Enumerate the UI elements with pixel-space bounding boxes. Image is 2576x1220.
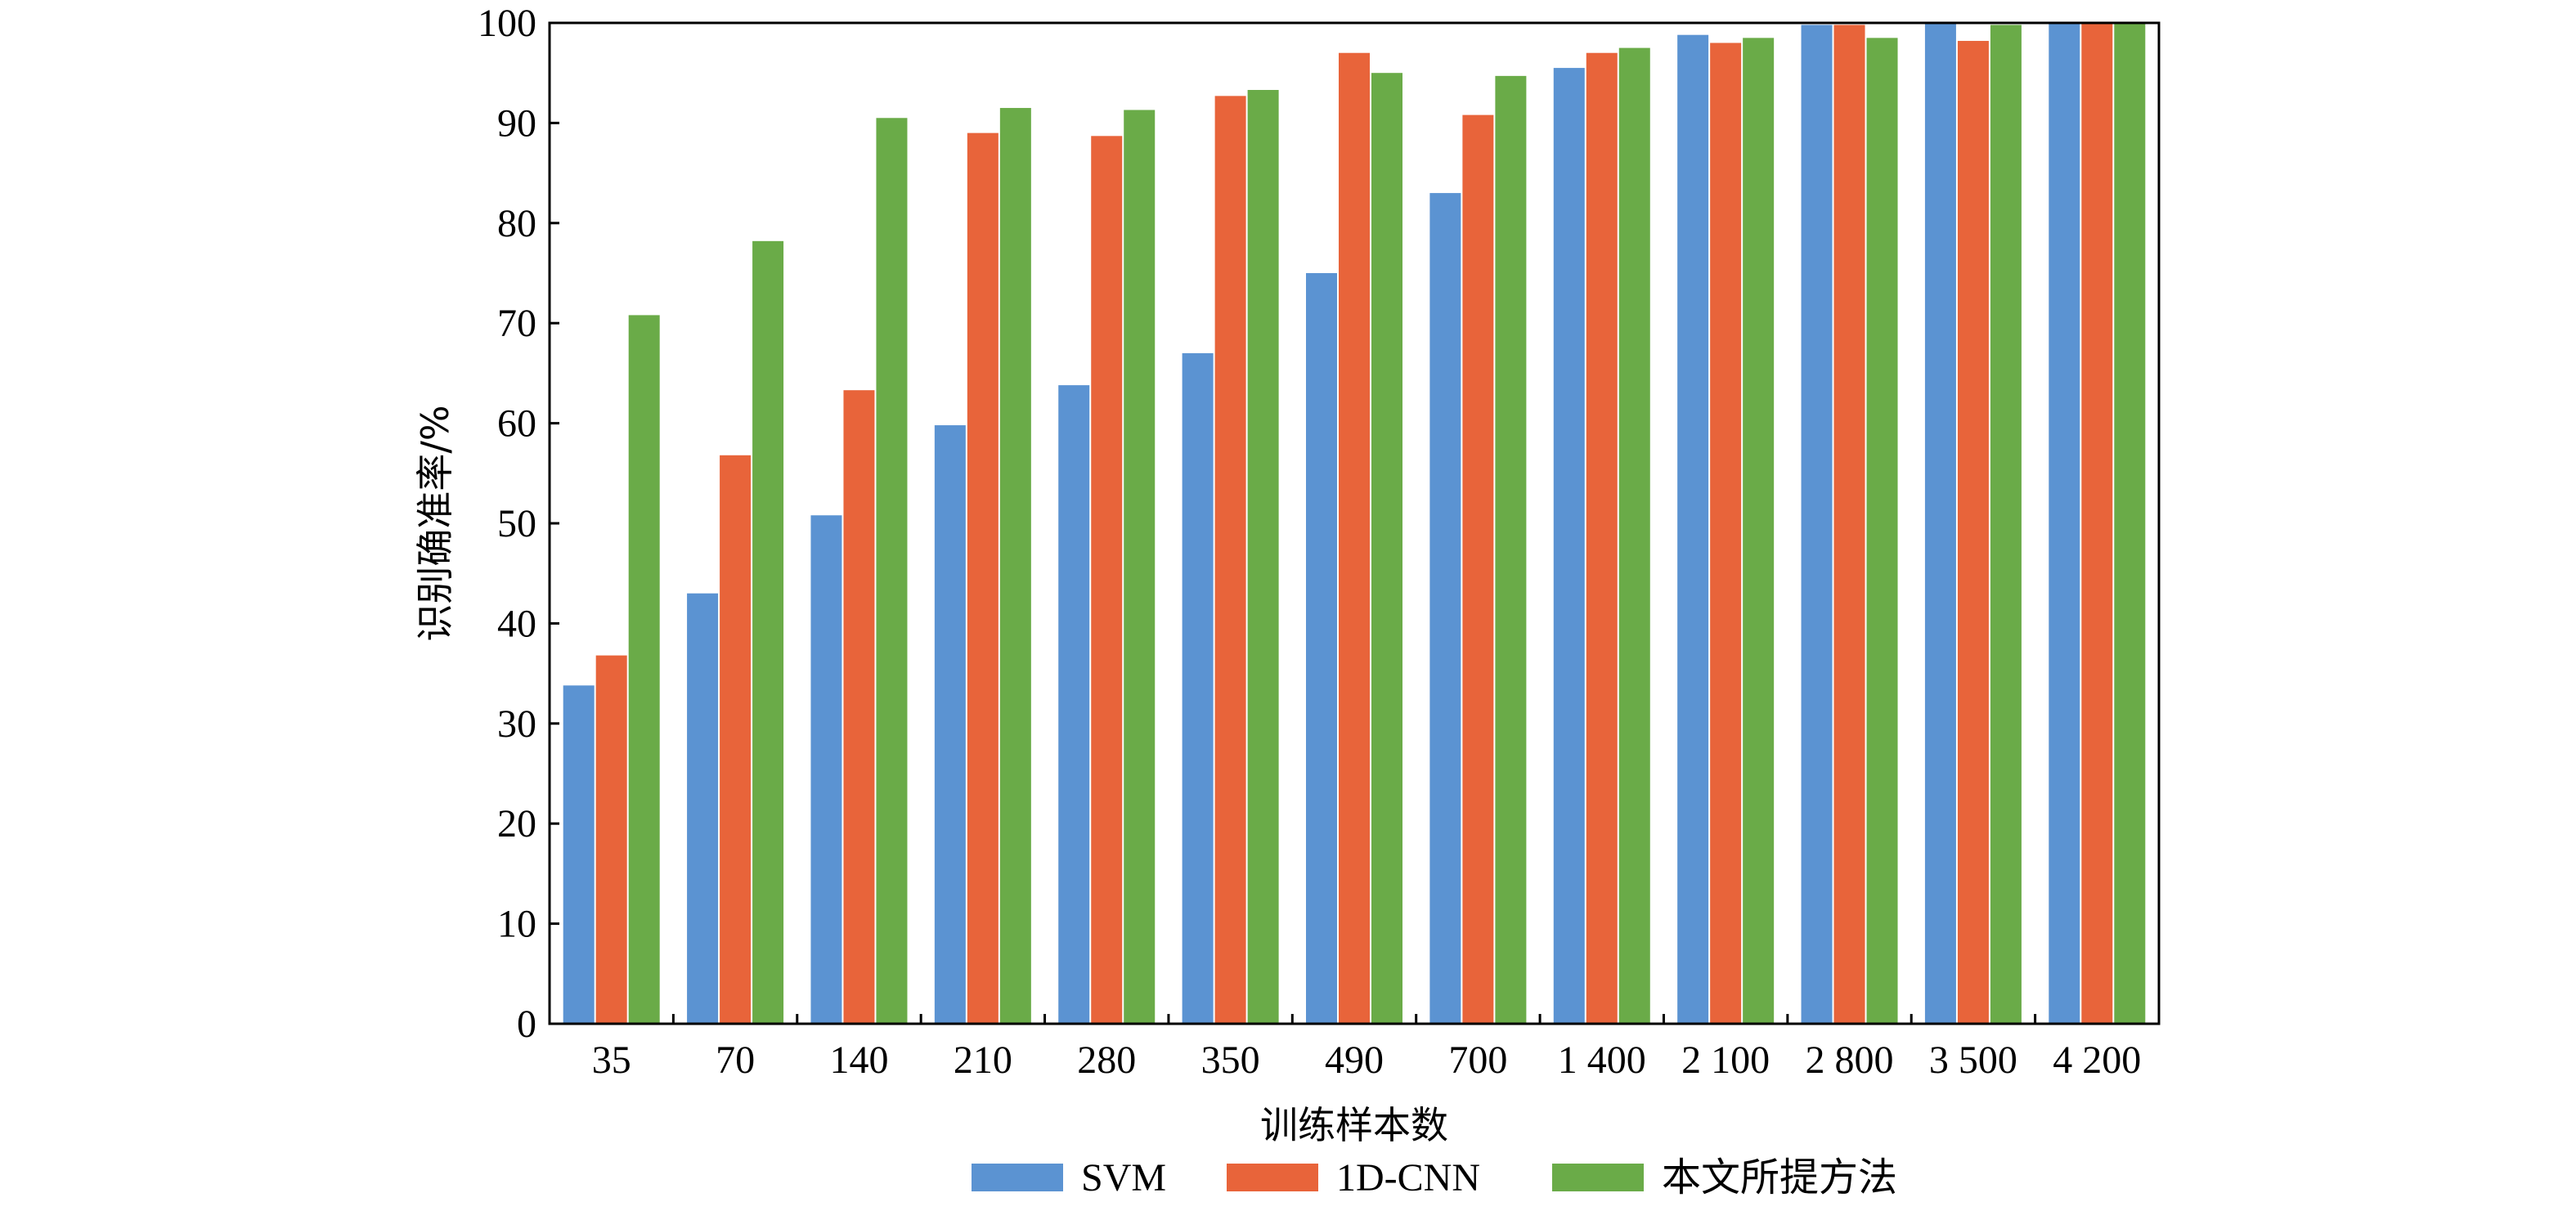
y-tick-label: 100 [478, 2, 536, 45]
legend: SVM 1D-CNN 本文所提方法 [972, 1156, 1897, 1200]
y-tick-label: 10 [497, 903, 536, 946]
bar-本文所提方法-70 [752, 240, 784, 1024]
bar-本文所提方法-490 [1371, 73, 1402, 1025]
x-tick-label: 4 200 [2053, 1038, 2141, 1082]
x-tick-label: 280 [1077, 1038, 1136, 1082]
x-tick-label: 3 500 [1929, 1038, 2017, 1082]
bar-本文所提方法-4200 [2114, 23, 2146, 1024]
bar-SVM-350 [1182, 352, 1214, 1024]
bar-SVM-210 [934, 425, 966, 1024]
bar-1D-CNN-280 [1091, 136, 1123, 1024]
y-axis-title: 识别确准率/% [413, 405, 457, 641]
legend-label: 本文所提方法 [1662, 1156, 1897, 1200]
bar-SVM-700 [1429, 193, 1461, 1024]
legend-label: SVM [1081, 1156, 1166, 1200]
y-tick-label: 60 [497, 402, 536, 446]
bar-SVM-35 [563, 685, 595, 1024]
bar-1D-CNN-210 [967, 132, 999, 1024]
bar-SVM-1400 [1553, 68, 1585, 1025]
x-tick-label: 490 [1325, 1038, 1384, 1082]
bar-SVM-3500 [1924, 23, 1956, 1024]
legend-swatch [972, 1164, 1063, 1191]
bar-1D-CNN-2800 [1833, 25, 1865, 1025]
legend-swatch [1227, 1164, 1318, 1191]
bar-1D-CNN-3500 [1957, 41, 1989, 1025]
bar-1D-CNN-350 [1214, 96, 1246, 1024]
bar-本文所提方法-140 [876, 118, 908, 1024]
bars-layer [563, 23, 2146, 1025]
x-tick-label: 2 100 [1681, 1038, 1770, 1082]
bar-1D-CNN-1400 [1586, 52, 1618, 1025]
bar-SVM-70 [687, 593, 719, 1024]
y-tick-label: 90 [497, 101, 536, 145]
bar-本文所提方法-1400 [1618, 47, 1650, 1025]
bar-SVM-2800 [1801, 25, 1833, 1025]
bar-本文所提方法-210 [999, 108, 1031, 1024]
bar-本文所提方法-35 [628, 315, 660, 1025]
x-tick-label: 70 [716, 1038, 755, 1082]
bar-本文所提方法-700 [1495, 75, 1527, 1025]
bar-SVM-280 [1058, 385, 1090, 1024]
bar-1D-CNN-35 [595, 655, 627, 1024]
y-tick-label: 40 [497, 602, 536, 645]
bar-1D-CNN-70 [720, 455, 752, 1024]
bar-1D-CNN-2100 [1710, 43, 1742, 1025]
x-tick-label: 35 [592, 1038, 631, 1082]
x-axis: 35 70 140 210 280 350 490 700 1 400 2 100 2 800 3 5… [548, 1014, 2161, 1082]
y-tick-label: 80 [497, 202, 536, 245]
bar-1D-CNN-4200 [2081, 23, 2113, 1024]
bar-SVM-140 [810, 515, 842, 1024]
x-tick-label: 350 [1201, 1038, 1260, 1082]
x-tick-label: 210 [954, 1038, 1012, 1082]
legend-item-1D-CNN: 1D-CNN [1227, 1156, 1480, 1200]
bar-1D-CNN-490 [1339, 52, 1370, 1025]
x-axis-title: 训练样本数 [1260, 1103, 1448, 1147]
y-tick-label: 30 [497, 702, 536, 746]
bar-本文所提方法-350 [1247, 90, 1279, 1024]
x-tick-label: 2 800 [1806, 1038, 1894, 1082]
bar-本文所提方法-2100 [1743, 38, 1775, 1025]
y-axis: 0 10 20 30 40 50 60 70 80 90 100 [478, 2, 559, 1046]
legend-item-SVM: SVM [972, 1156, 1166, 1200]
y-tick-label: 70 [497, 302, 536, 345]
bar-SVM-490 [1306, 273, 1337, 1024]
x-tick-label: 1 400 [1558, 1038, 1646, 1082]
x-tick-label: 140 [829, 1038, 888, 1082]
y-tick-label: 50 [497, 502, 536, 545]
bar-本文所提方法-2800 [1866, 38, 1898, 1025]
x-tick-label: 700 [1448, 1038, 1507, 1082]
legend-swatch [1552, 1164, 1644, 1191]
y-tick-label: 0 [517, 1002, 536, 1046]
y-tick-label: 20 [497, 802, 536, 845]
bar-1D-CNN-700 [1462, 114, 1494, 1024]
legend-item-本文所提方法: 本文所提方法 [1552, 1156, 1897, 1200]
bar-本文所提方法-3500 [1990, 25, 2022, 1025]
bar-SVM-2100 [1677, 34, 1709, 1025]
bar-SVM-4200 [2049, 23, 2080, 1024]
bar-1D-CNN-140 [843, 390, 875, 1024]
legend-label: 1D-CNN [1336, 1156, 1480, 1200]
bar-本文所提方法-280 [1124, 110, 1156, 1024]
